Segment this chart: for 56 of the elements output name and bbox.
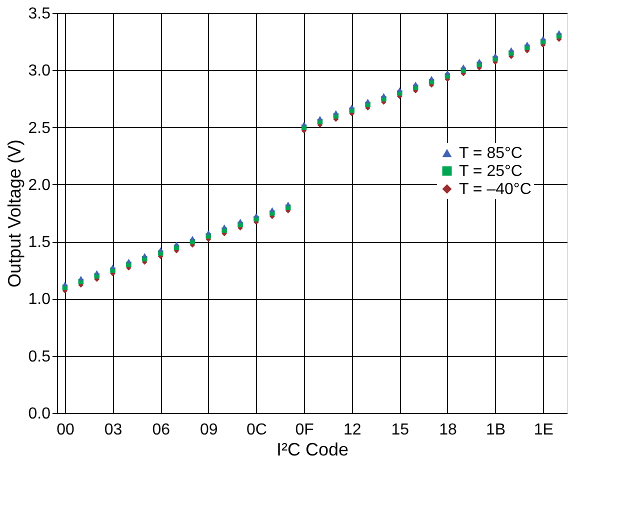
point: [142, 252, 148, 258]
point: [349, 104, 354, 110]
y-tick-label: 3.0: [28, 62, 51, 80]
point: [126, 258, 132, 264]
point: [444, 70, 450, 75]
point: [556, 30, 562, 35]
y-tick-label: 3.5: [28, 6, 51, 22]
point: [508, 47, 514, 52]
point: [301, 122, 307, 126]
point: [428, 76, 434, 80]
y-tick-label: 1.0: [28, 291, 51, 308]
point: [381, 92, 386, 98]
x-tick-label: 18: [439, 422, 457, 438]
point: [524, 42, 530, 46]
point: [285, 202, 291, 206]
y-axis-title: Output Voltage (V): [4, 139, 24, 288]
x-tick-label: 15: [391, 422, 410, 438]
point: [476, 58, 482, 64]
x-tick-label: 0C: [246, 422, 267, 438]
point: [238, 218, 243, 224]
point: [206, 230, 212, 235]
point: [365, 98, 370, 104]
point: [540, 36, 546, 40]
y-tick-label: 2.0: [28, 176, 51, 194]
point: [270, 207, 275, 212]
point: [460, 64, 466, 70]
point: [254, 212, 259, 218]
x-tick-label: 1E: [534, 422, 554, 438]
y-tick-label: 2.5: [28, 120, 51, 137]
legend-label: T = 25°C: [459, 163, 522, 180]
point: [333, 110, 339, 115]
x-tick-label: 12: [343, 422, 362, 438]
point: [222, 224, 227, 230]
point: [158, 247, 164, 252]
point: [94, 270, 100, 275]
point: [174, 242, 180, 246]
x-tick-label: 03: [104, 422, 122, 438]
x-tick-label: 06: [152, 422, 170, 438]
point: [62, 282, 68, 286]
point: [110, 264, 116, 270]
y-tick-label: 0.0: [28, 406, 51, 422]
x-axis-title: I²C Code: [276, 440, 349, 460]
x-tick-label: 0F: [295, 422, 314, 438]
x-tick-label: 1B: [486, 422, 506, 438]
point: [397, 87, 402, 92]
point: [317, 116, 323, 120]
x-tick-label: 00: [56, 422, 74, 438]
y-tick-label: 1.5: [28, 234, 51, 252]
y-tick-label: 0.5: [28, 348, 51, 366]
x-tick-label: 09: [200, 422, 218, 438]
legend-label: T = –40°C: [459, 181, 532, 198]
point: [492, 52, 498, 58]
point: [190, 236, 196, 240]
point: [412, 82, 418, 86]
point: [78, 276, 84, 280]
legend-label: T = 85°C: [459, 145, 522, 162]
